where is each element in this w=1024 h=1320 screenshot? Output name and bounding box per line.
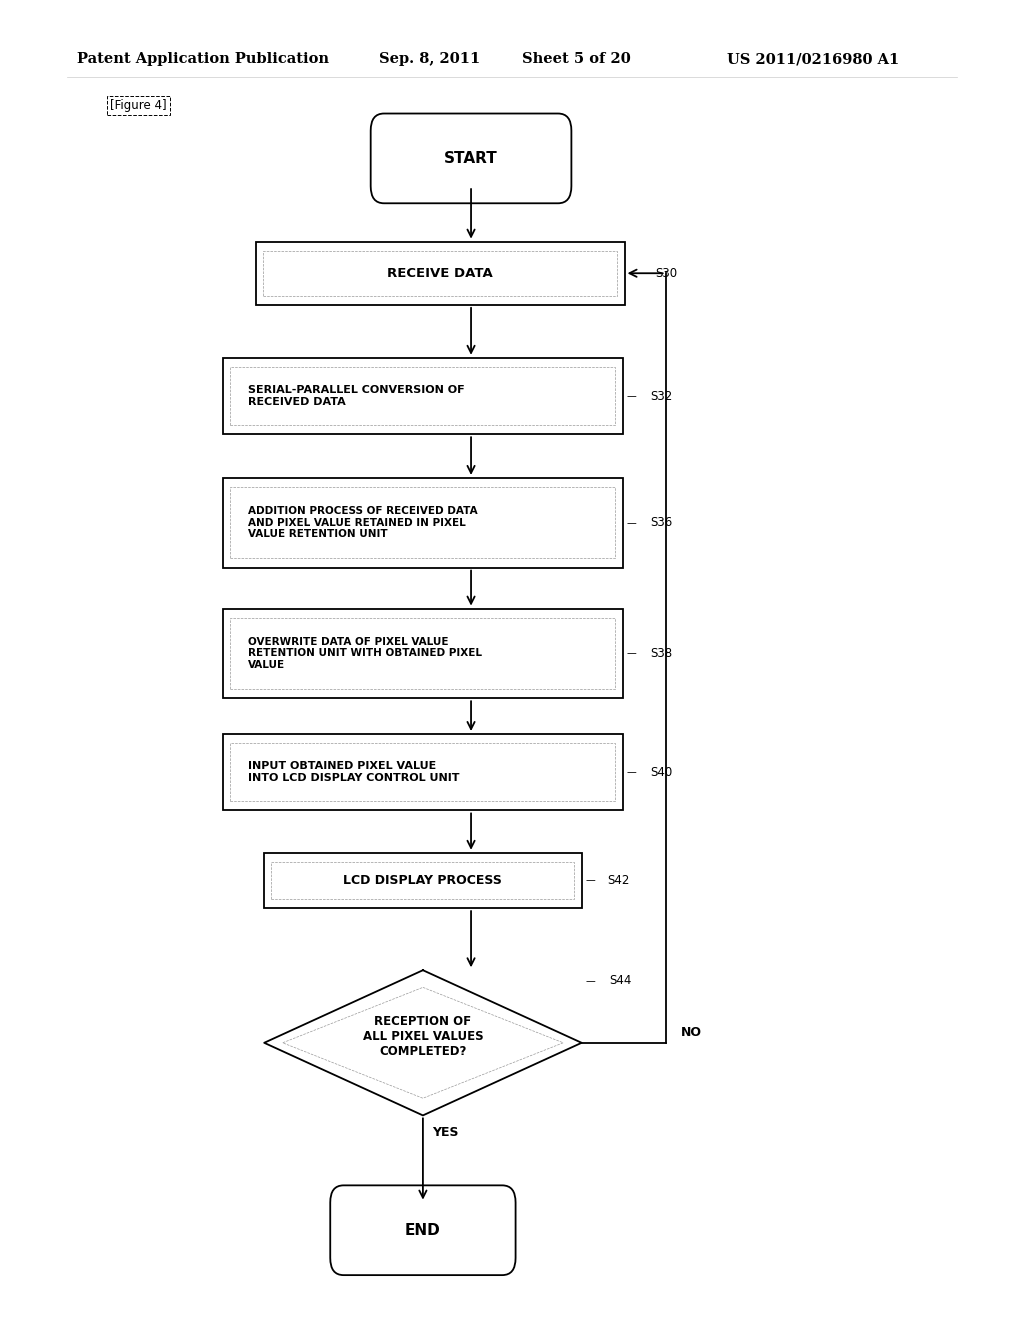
Text: S38: S38 — [650, 647, 673, 660]
Text: Sep. 8, 2011: Sep. 8, 2011 — [379, 53, 480, 66]
Text: YES: YES — [432, 1126, 459, 1139]
Text: OVERWRITE DATA OF PIXEL VALUE
RETENTION UNIT WITH OBTAINED PIXEL
VALUE: OVERWRITE DATA OF PIXEL VALUE RETENTION … — [248, 636, 482, 671]
Text: Sheet 5 of 20: Sheet 5 of 20 — [522, 53, 631, 66]
Text: RECEIVE DATA: RECEIVE DATA — [387, 267, 494, 280]
Text: END: END — [406, 1222, 440, 1238]
FancyBboxPatch shape — [371, 114, 571, 203]
Text: —: — — [627, 391, 637, 401]
Text: —: — — [627, 517, 637, 528]
Text: SERIAL-PARALLEL CONVERSION OF
RECEIVED DATA: SERIAL-PARALLEL CONVERSION OF RECEIVED D… — [248, 385, 465, 407]
Text: NO: NO — [681, 1026, 702, 1039]
Text: S40: S40 — [650, 766, 673, 779]
Text: RECEPTION OF
ALL PIXEL VALUES
COMPLETED?: RECEPTION OF ALL PIXEL VALUES COMPLETED? — [362, 1015, 483, 1057]
Text: ADDITION PROCESS OF RECEIVED DATA
AND PIXEL VALUE RETAINED IN PIXEL
VALUE RETENT: ADDITION PROCESS OF RECEIVED DATA AND PI… — [248, 506, 477, 540]
Bar — [271, 862, 574, 899]
Text: [Figure 4]: [Figure 4] — [110, 99, 167, 112]
Text: Patent Application Publication: Patent Application Publication — [77, 53, 329, 66]
Text: S42: S42 — [607, 874, 630, 887]
Bar — [230, 618, 615, 689]
Bar — [230, 367, 615, 425]
Bar — [223, 734, 623, 810]
Text: INPUT OBTAINED PIXEL VALUE
INTO LCD DISPLAY CONTROL UNIT: INPUT OBTAINED PIXEL VALUE INTO LCD DISP… — [248, 762, 460, 783]
Text: —: — — [586, 875, 596, 886]
Bar — [263, 251, 617, 296]
Text: —: — — [627, 767, 637, 777]
Bar — [264, 853, 582, 908]
Bar — [230, 487, 615, 558]
Text: LCD DISPLAY PROCESS: LCD DISPLAY PROCESS — [343, 874, 503, 887]
Text: S44: S44 — [609, 974, 632, 987]
Text: —: — — [627, 648, 637, 659]
Text: —: — — [629, 268, 639, 279]
Text: START: START — [444, 150, 498, 166]
FancyBboxPatch shape — [330, 1185, 515, 1275]
Text: —: — — [586, 975, 596, 986]
Bar — [223, 478, 623, 568]
Text: S36: S36 — [650, 516, 673, 529]
Text: S32: S32 — [650, 389, 673, 403]
Bar — [256, 242, 625, 305]
Bar — [223, 609, 623, 698]
Bar — [223, 358, 623, 434]
Text: S30: S30 — [655, 267, 678, 280]
Bar — [230, 743, 615, 801]
Text: US 2011/0216980 A1: US 2011/0216980 A1 — [727, 53, 899, 66]
